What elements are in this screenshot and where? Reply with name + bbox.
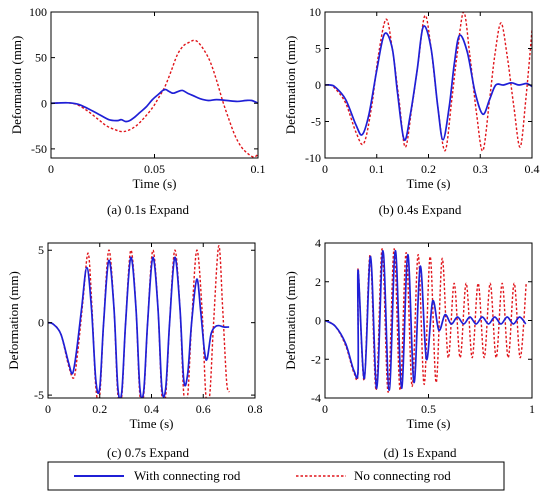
- x-tick-label: 1: [529, 402, 535, 416]
- legend-label-with: With connecting rod: [134, 468, 241, 483]
- x-tick-label: 0: [45, 402, 51, 416]
- y-tick-label: 0: [41, 96, 47, 110]
- x-tick-label: 0.6: [196, 402, 211, 416]
- y-axis-label: Deformation (mm): [283, 36, 298, 135]
- x-tick-label: 0.2: [421, 162, 436, 176]
- panel-caption: (b) 0.4s Expand: [379, 202, 462, 217]
- x-tick-label: 0.4: [525, 162, 540, 176]
- x-tick-label: 0.2: [92, 402, 107, 416]
- y-tick-label: 0: [315, 314, 321, 328]
- y-tick-label: -5: [311, 115, 321, 129]
- y-tick-label: -4: [311, 391, 321, 405]
- chart-panel-3: 0 0.5 1 -4 -2 0 2 4 Time (s) Deformation (mm) (d) …: [283, 236, 535, 460]
- y-tick-label: 4: [315, 236, 321, 250]
- series-line-with-connecting-rod: [48, 256, 230, 398]
- panel-caption: (c) 0.7s Expand: [107, 445, 189, 460]
- x-axis-label: Time (s): [130, 416, 174, 431]
- x-axis-label: Time (s): [407, 416, 451, 431]
- x-tick-label: 0.05: [144, 162, 165, 176]
- x-axis-label: Time (s): [133, 176, 177, 191]
- y-axis-label: Deformation (mm): [6, 271, 21, 370]
- y-tick-label: 0: [38, 316, 44, 330]
- y-tick-label: 5: [38, 243, 44, 257]
- x-tick-label: 0.5: [421, 402, 436, 416]
- y-tick-label: 0: [315, 78, 321, 92]
- y-tick-label: 5: [315, 42, 321, 56]
- y-tick-label: 100: [29, 5, 47, 19]
- y-axis-label: Deformation (mm): [9, 36, 24, 135]
- x-tick-label: 0: [322, 402, 328, 416]
- y-tick-label: 10: [309, 5, 321, 19]
- y-tick-label: 50: [35, 51, 47, 65]
- plot-frame: [50, 11, 259, 159]
- x-tick-label: 0.8: [248, 402, 263, 416]
- panel-caption: (d) 1s Expand: [384, 445, 457, 460]
- x-tick-label: 0.1: [251, 162, 266, 176]
- chart-panel-1: 0 0.1 0.2 0.3 0.4 -10 -5 0 5 10 Time (s) Deformatio…: [283, 5, 540, 217]
- y-tick-label: -5: [34, 388, 44, 402]
- y-tick-label: -2: [311, 352, 321, 366]
- x-axis-label: Time (s): [407, 176, 451, 191]
- series-line-with-connecting-rod: [325, 249, 527, 392]
- y-axis-label: Deformation (mm): [283, 271, 298, 370]
- legend-label-without: No connecting rod: [354, 468, 451, 483]
- x-tick-label: 0: [322, 162, 328, 176]
- series-line-with-connecting-rod: [51, 88, 258, 123]
- y-tick-label: -10: [305, 151, 321, 165]
- panel-caption: (a) 0.1s Expand: [107, 202, 189, 217]
- x-tick-label: 0.3: [473, 162, 488, 176]
- y-tick-label: -50: [31, 142, 47, 156]
- legend: With connecting rod No connecting rod: [47, 461, 505, 491]
- x-tick-label: 0.1: [369, 162, 384, 176]
- series-line-no-connecting-rod: [325, 248, 527, 393]
- x-tick-label: 0.4: [144, 402, 159, 416]
- series-line-with-connecting-rod: [325, 25, 532, 142]
- x-tick-label: 0: [48, 162, 54, 176]
- y-tick-label: 2: [315, 275, 321, 289]
